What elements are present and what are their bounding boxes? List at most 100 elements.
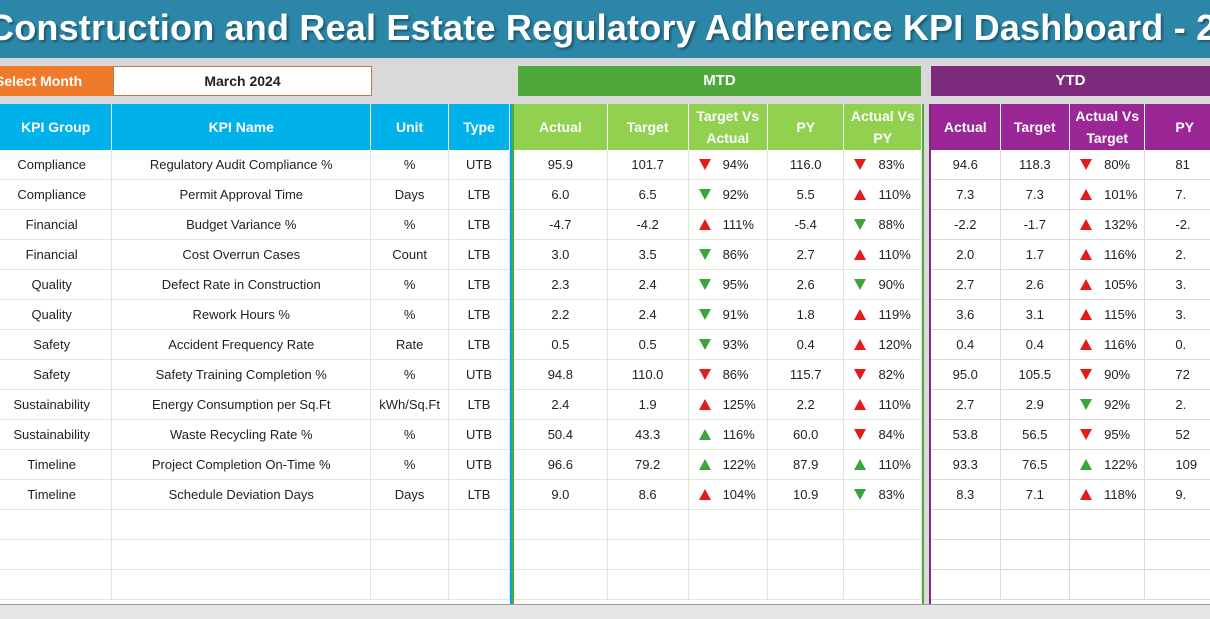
kpi-info-table: KPI Group KPI Name Unit Type Compliance R…	[0, 104, 510, 600]
empty-cell	[688, 509, 768, 540]
mtd-target-cell: 0.5	[607, 329, 689, 360]
ytd-actual-vs-target-cell-value: 116%	[1104, 337, 1137, 352]
kpi-row: Timeline Project Completion On-Time %% UTB	[0, 449, 510, 480]
kpi-type-cell: UTB	[448, 359, 510, 390]
empty-cell	[607, 509, 689, 540]
ytd-py-cell: -2.	[1144, 209, 1210, 240]
empty-cell	[688, 569, 768, 600]
kpi-type-cell: LTB	[448, 179, 510, 210]
arrow-down-icon	[698, 309, 711, 320]
ytd-row: 8.3 7.1 118% 9.	[931, 479, 1210, 510]
ytd-actual-vs-target-cell-indicator: 116%	[1070, 240, 1144, 269]
ytd-actual-vs-target-cell-value: 122%	[1104, 457, 1138, 472]
empty-cell	[1000, 539, 1071, 570]
ytd-actual-vs-target-cell: 105%	[1069, 269, 1146, 300]
mtd-actual-vs-py-cell: 90%	[843, 269, 922, 300]
header-kpi-group: KPI Group	[0, 104, 113, 150]
arrow-up-icon	[854, 399, 867, 410]
mtd-target-vs-actual-cell: 104%	[688, 479, 768, 510]
mtd-target-vs-actual-cell-indicator: 104%	[689, 480, 767, 509]
ytd-actual-vs-target-cell: 115%	[1069, 299, 1146, 330]
ytd-target-cell: 0.4	[1000, 329, 1071, 360]
mtd-actual-vs-py-cell-indicator: 84%	[844, 420, 920, 449]
kpi-unit-cell: %	[370, 359, 450, 390]
mtd-target-vs-actual-cell-indicator: 86%	[689, 360, 767, 389]
empty-cell	[1144, 539, 1210, 570]
kpi-group-cell: Safety	[0, 359, 113, 390]
mtd-actual-vs-py-cell: 83%	[843, 479, 922, 510]
mtd-actual-vs-py-cell: 110%	[843, 179, 922, 210]
mtd-target-vs-actual-cell: 86%	[688, 239, 768, 270]
ytd-actual-vs-target-cell: 92%	[1069, 389, 1146, 420]
mtd-actual-vs-py-cell: 110%	[843, 239, 922, 270]
kpi-group-cell: Quality	[0, 299, 113, 330]
mtd-target-cell: 3.5	[607, 239, 689, 270]
mtd-actual-cell: 2.2	[514, 299, 608, 330]
ytd-row: 3.6 3.1 115% 3.	[931, 299, 1210, 330]
ytd-header-py: PY	[1144, 104, 1210, 150]
kpi-group-cell: Sustainability	[0, 419, 113, 450]
arrow-down-icon	[1080, 159, 1093, 170]
ytd-py-cell: 7.	[1144, 179, 1210, 210]
mtd-empty-row	[514, 509, 922, 540]
empty-cell	[448, 539, 510, 570]
mtd-actual-cell: 96.6	[514, 449, 608, 480]
mtd-actual-cell: 2.3	[514, 269, 608, 300]
empty-cell	[607, 539, 689, 570]
mtd-target-vs-actual-cell-indicator: 116%	[689, 420, 767, 449]
kpi-type-cell: LTB	[448, 299, 510, 330]
ytd-panel: Actual Target Actual Vs Target PY 94.6 11…	[929, 104, 1210, 604]
kpi-name-cell: Accident Frequency Rate	[111, 329, 372, 360]
kpi-row: Sustainability Energy Consumption per Sq.…	[0, 389, 510, 420]
empty-cell	[514, 569, 608, 600]
arrow-up-icon	[854, 249, 867, 260]
mtd-target-vs-actual-cell-value: 86%	[722, 367, 749, 382]
mtd-target-vs-actual-cell: 122%	[688, 449, 768, 480]
mtd-actual-vs-py-cell-indicator: 119%	[844, 300, 920, 329]
empty-cell	[0, 569, 113, 600]
ytd-py-cell: 3.	[1144, 269, 1210, 300]
ytd-actual-cell: 8.3	[931, 479, 1001, 510]
mtd-table: Actual Target Target Vs Actual PY Actual…	[514, 104, 922, 600]
mtd-py-cell: 0.4	[767, 329, 845, 360]
mtd-actual-vs-py-cell-indicator: 88%	[844, 210, 920, 239]
ytd-target-cell: 56.5	[1000, 419, 1071, 450]
arrow-up-icon	[698, 219, 711, 230]
arrow-down-icon	[1080, 369, 1093, 380]
mtd-py-cell: 1.8	[767, 299, 845, 330]
ytd-row: 95.0 105.5 90% 72	[931, 359, 1210, 390]
empty-cell	[843, 539, 922, 570]
kpi-name-cell: Permit Approval Time	[111, 179, 372, 210]
arrow-up-icon	[698, 459, 711, 470]
mtd-actual-cell: 0.5	[514, 329, 608, 360]
ytd-target-cell: 105.5	[1000, 359, 1071, 390]
arrow-up-icon	[1080, 309, 1093, 320]
ytd-actual-vs-target-cell-indicator: 80%	[1070, 150, 1144, 179]
kpi-name-cell: Regulatory Audit Compliance %	[111, 150, 372, 180]
arrow-down-icon	[854, 159, 867, 170]
mtd-section-header: MTD	[518, 66, 921, 96]
kpi-type-cell: LTB	[448, 329, 510, 360]
kpi-type-cell: LTB	[448, 479, 510, 510]
empty-cell	[1069, 539, 1146, 570]
arrow-down-icon	[698, 249, 711, 260]
empty-cell	[931, 509, 1001, 540]
arrow-down-icon	[1080, 399, 1093, 410]
mtd-actual-vs-py-cell: 110%	[843, 449, 922, 480]
mtd-target-vs-actual-cell: 93%	[688, 329, 768, 360]
arrow-down-icon	[698, 369, 711, 380]
ytd-actual-vs-target-cell: 116%	[1069, 329, 1146, 360]
kpi-type-cell: LTB	[448, 269, 510, 300]
kpi-row: Financial Budget Variance %% LTB	[0, 209, 510, 240]
dashboard-title-bar: Construction and Real Estate Regulatory …	[0, 0, 1210, 59]
mtd-target-vs-actual-cell-indicator: 92%	[689, 180, 767, 209]
kpi-unit-cell: %	[370, 299, 450, 330]
ytd-target-cell: 7.3	[1000, 179, 1071, 210]
ytd-actual-vs-target-cell: 95%	[1069, 419, 1146, 450]
mtd-target-vs-actual-cell-value: 116%	[722, 427, 755, 442]
arrow-up-icon	[698, 429, 711, 440]
mtd-target-vs-actual-cell-value: 93%	[722, 337, 749, 352]
month-selector-dropdown[interactable]: March 2024	[113, 66, 372, 96]
ytd-py-cell: 52	[1144, 419, 1210, 450]
kpi-name-cell: Safety Training Completion %	[111, 359, 372, 390]
